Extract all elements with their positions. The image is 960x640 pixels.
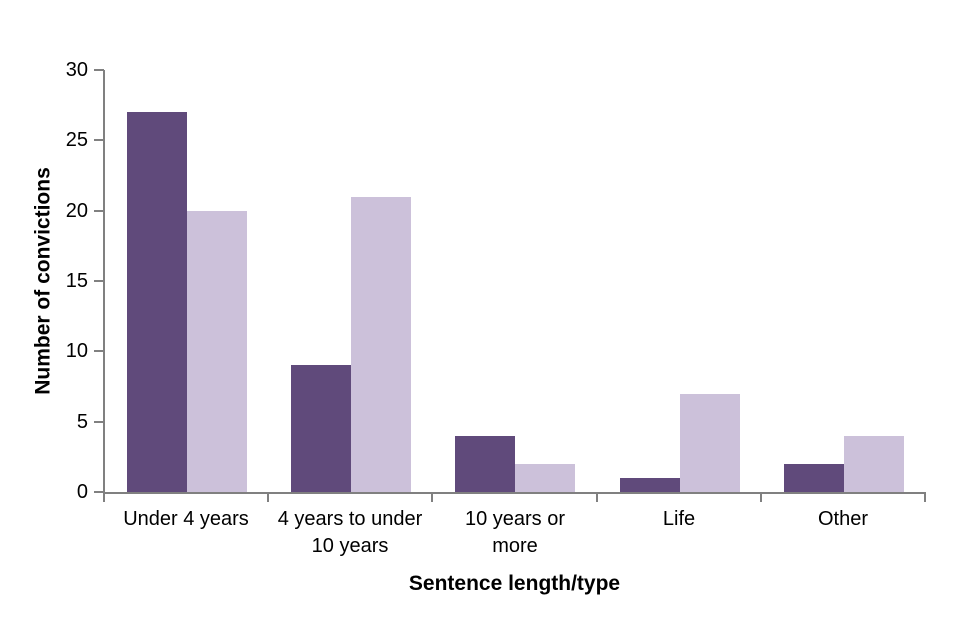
y-tick — [94, 280, 104, 282]
x-category-label: 4 years to under 10 years — [268, 506, 432, 560]
y-tick — [94, 210, 104, 212]
x-tick — [103, 492, 105, 502]
bar-series2-cat5 — [844, 436, 904, 492]
x-tick — [760, 492, 762, 502]
x-tick — [267, 492, 269, 502]
x-category-label-line: Other — [817, 508, 869, 530]
y-tick-label: 5 — [76, 411, 88, 433]
x-category-label-line: more — [492, 535, 538, 557]
y-tick-label: 30 — [65, 59, 88, 81]
x-category-label-line: 4 years to under — [277, 508, 423, 530]
x-category-label-line: Life — [662, 508, 696, 530]
y-axis-line — [103, 70, 105, 494]
y-tick — [94, 350, 104, 352]
y-tick — [94, 69, 104, 71]
bar-series1-cat5 — [784, 464, 844, 492]
x-tick — [596, 492, 598, 502]
bar-series1-cat3 — [455, 436, 515, 492]
bar-series1-cat2 — [291, 365, 351, 492]
x-axis-line — [103, 492, 926, 494]
y-tick-label: 25 — [65, 129, 88, 151]
x-category-label: Other — [761, 506, 925, 533]
y-tick — [94, 139, 104, 141]
y-tick — [94, 491, 104, 493]
y-tick-label: 10 — [65, 340, 88, 362]
bar-series1-cat4 — [620, 478, 680, 492]
x-axis-title: Sentence length/type — [408, 572, 621, 595]
x-tick — [924, 492, 926, 502]
x-category-label: 10 years or more — [433, 506, 597, 560]
y-tick-label: 15 — [65, 270, 88, 292]
x-category-label: Under 4 years — [104, 506, 268, 533]
x-category-label: Life — [597, 506, 761, 533]
bar-series2-cat1 — [187, 211, 247, 492]
x-category-label-line: 10 years — [311, 535, 389, 557]
x-category-label-line: Under 4 years — [123, 508, 249, 530]
bar-series2-cat4 — [680, 394, 740, 492]
bar-series1-cat1 — [127, 112, 187, 492]
bar-series2-cat2 — [351, 197, 411, 492]
y-tick — [94, 421, 104, 423]
bar-series2-cat3 — [515, 464, 575, 492]
y-tick-label: 0 — [76, 481, 88, 503]
x-category-label-line: 10 years or — [464, 508, 566, 530]
y-tick-label: 20 — [65, 200, 88, 222]
x-tick — [431, 492, 433, 502]
